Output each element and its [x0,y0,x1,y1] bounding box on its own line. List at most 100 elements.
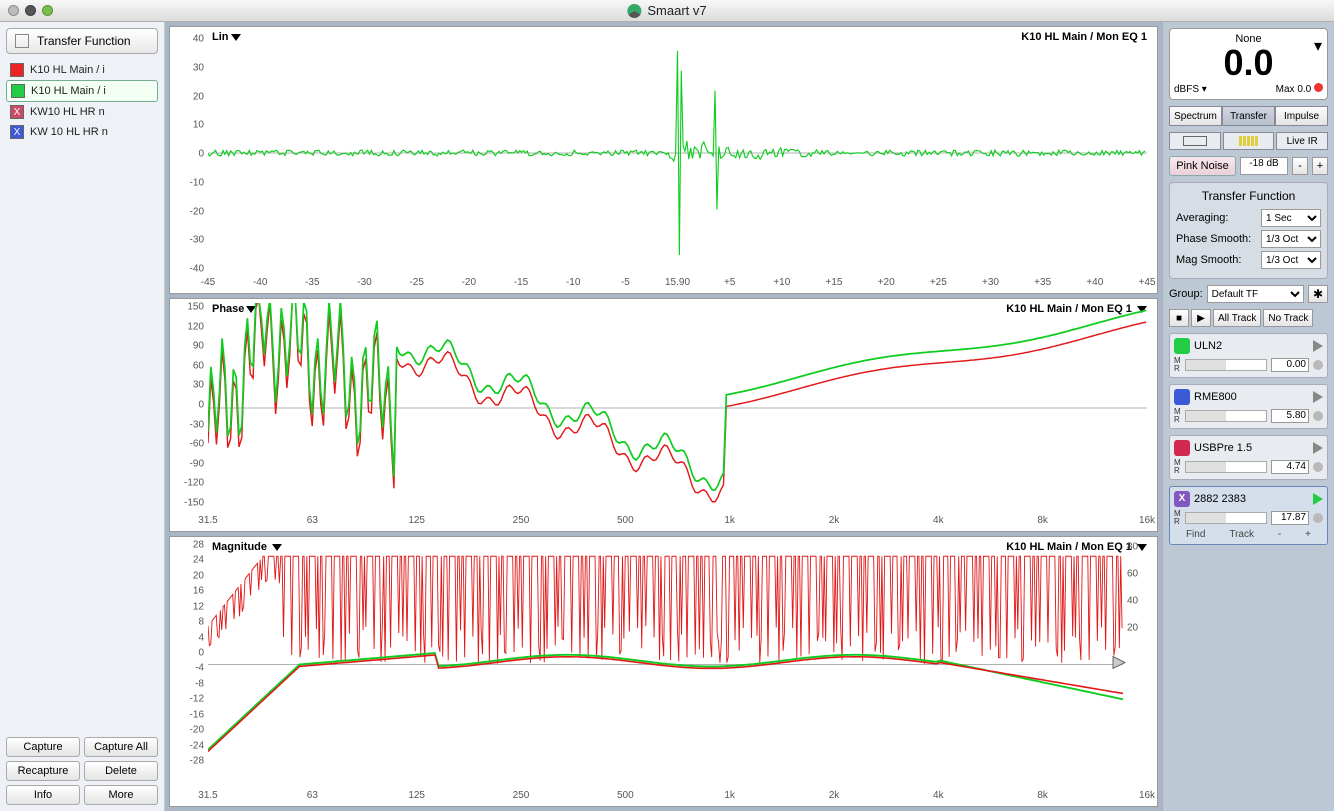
capture-button[interactable]: Capture [6,737,80,757]
trace-item[interactable]: K10 HL Main / i [6,60,158,80]
device-list: ULN2 MR 0.00 RME800 MR 5.80 [1169,333,1328,551]
device-name: USBPre 1.5 [1194,442,1309,454]
pink-noise-button[interactable]: Pink Noise [1169,156,1236,176]
close-window-button[interactable] [8,5,19,16]
recapture-button[interactable]: Recapture [6,761,80,781]
trace-swatch-icon: X [10,105,24,119]
zoom-window-button[interactable] [42,5,53,16]
level-meter[interactable]: None ▾ 0.0 dBFS ▾ Max 0.0 [1169,28,1328,100]
device-delay-field[interactable]: 0.00 [1271,358,1309,372]
window-controls [0,5,53,16]
tab-impulse[interactable]: Impulse [1275,106,1328,126]
device-play-icon[interactable] [1313,391,1323,403]
device-item[interactable]: USBPre 1.5 MR 4.74 [1169,435,1328,480]
trace-label: K10 HL Main / i [31,85,106,97]
trace-list: K10 HL Main / i K10 HL Main / i X KW10 H… [6,60,158,142]
device-delay-field[interactable]: 4.74 [1271,460,1309,474]
track-buttons-row: ■ ▶ All Track No Track [1169,309,1328,327]
live-ir-button[interactable]: Live IR [1276,132,1328,150]
more-button[interactable]: More [84,785,158,805]
delay-plus-button[interactable]: + [1305,529,1311,540]
device-play-icon[interactable] [1313,442,1323,454]
device-play-icon[interactable] [1313,340,1323,352]
capture-buttons: Capture Capture All Recapture Delete Inf… [6,737,158,805]
coherence-threshold-handle[interactable] [1111,654,1127,675]
find-button[interactable]: Find [1186,529,1205,540]
clip-indicator-icon[interactable] [1314,83,1323,92]
single-view-button[interactable] [1169,132,1221,150]
group-row: Group: Default TF ✱ [1169,285,1328,303]
minimize-window-button[interactable] [25,5,36,16]
tf-panel-title: Transfer Function [1176,189,1321,203]
right-sidebar: None ▾ 0.0 dBFS ▾ Max 0.0 Spectrum Trans… [1162,22,1334,811]
group-settings-button[interactable]: ✱ [1308,285,1328,303]
phase-smooth-select[interactable]: 1/3 Oct [1261,230,1321,248]
mag-y-axis: 2824201612840-4-8-12-16-20-24-28 [170,537,208,788]
device-status-icon [1313,360,1323,370]
trace-swatch-icon [11,84,25,98]
device-level-bar[interactable] [1185,512,1267,524]
meter-dropdown-icon[interactable]: ▾ [1314,36,1322,56]
device-mr-label: MR [1174,357,1181,373]
play-button[interactable]: ▶ [1191,309,1211,327]
trace-label: KW 10 HL HR n [30,126,108,138]
track-button[interactable]: Track [1229,529,1254,540]
trace-label: KW10 HL HR n [30,106,105,118]
device-item[interactable]: X 2882 2383 MR 17.87 Find Track - + [1169,486,1328,545]
group-select[interactable]: Default TF [1207,285,1304,303]
device-level-bar[interactable] [1185,359,1267,371]
tab-spectrum[interactable]: Spectrum [1169,106,1222,126]
delete-button[interactable]: Delete [84,761,158,781]
no-track-button[interactable]: No Track [1263,309,1313,327]
window-title: Smaart v7 [627,3,706,18]
app-logo-icon [627,4,641,18]
tab-transfer[interactable]: Transfer [1222,106,1275,126]
device-name: ULN2 [1194,340,1309,352]
device-mr-label: MR [1174,408,1181,424]
device-name: 2882 2383 [1194,493,1309,505]
capture-all-button[interactable]: Capture All [84,737,158,757]
device-delay-field[interactable]: 5.80 [1271,409,1309,423]
noise-level-plus-button[interactable]: + [1312,157,1328,175]
all-track-button[interactable]: All Track [1213,309,1261,327]
tf-settings-panel: Transfer Function Averaging: 1 Sec Phase… [1169,182,1328,279]
device-color-icon [1174,440,1190,456]
device-play-icon[interactable] [1313,493,1323,505]
delay-minus-button[interactable]: - [1278,529,1281,540]
device-item[interactable]: ULN2 MR 0.00 [1169,333,1328,378]
phase-canvas [208,303,1147,513]
trace-label: K10 HL Main / i [30,64,105,76]
mag-x-axis: 31.5631252505001k2k4k8k16k [208,790,1147,806]
tf-checkbox-icon [15,34,29,48]
magnitude-plot[interactable]: Magnitude K10 HL Main / Mon EQ 1 2824201… [169,536,1158,807]
trace-swatch-icon: X [10,125,24,139]
phase-y-axis: 1501209060300-30-60-90-120-150 [170,299,208,513]
transfer-function-toggle[interactable]: Transfer Function [6,28,158,54]
device-mr-label: MR [1174,510,1181,526]
window-title-text: Smaart v7 [647,3,706,18]
device-level-bar[interactable] [1185,410,1267,422]
mag-y-axis-right: 80604020 [1123,537,1157,788]
device-name: RME800 [1194,391,1309,403]
mag-smooth-select[interactable]: 1/3 Oct [1261,251,1321,269]
trace-item[interactable]: X KW 10 HL HR n [6,122,158,142]
impulse-response-plot[interactable]: Lin K10 HL Main / Mon EQ 1 403020100-10-… [169,26,1158,294]
averaging-select[interactable]: 1 Sec [1261,209,1321,227]
trace-item[interactable]: X KW10 HL HR n [6,102,158,122]
device-color-icon [1174,338,1190,354]
trace-item[interactable]: K10 HL Main / i [6,80,158,102]
device-delay-field[interactable]: 17.87 [1271,511,1309,525]
noise-level-minus-button[interactable]: - [1292,157,1308,175]
device-level-bar[interactable] [1185,461,1267,473]
device-color-icon [1174,389,1190,405]
device-item[interactable]: RME800 MR 5.80 [1169,384,1328,429]
stop-button[interactable]: ■ [1169,309,1189,327]
noise-level-field[interactable]: -18 dB [1240,157,1288,175]
signal-generator-row: Pink Noise -18 dB - + [1169,156,1328,176]
display-mode-row: Live IR [1169,132,1328,150]
titlebar: Smaart v7 [0,0,1334,22]
phase-plot[interactable]: Phase K10 HL Main / Mon EQ 1 15012090603… [169,298,1158,532]
info-button[interactable]: Info [6,785,80,805]
bars-view-button[interactable] [1223,132,1275,150]
app-body: Transfer Function K10 HL Main / i K10 HL… [0,22,1334,811]
